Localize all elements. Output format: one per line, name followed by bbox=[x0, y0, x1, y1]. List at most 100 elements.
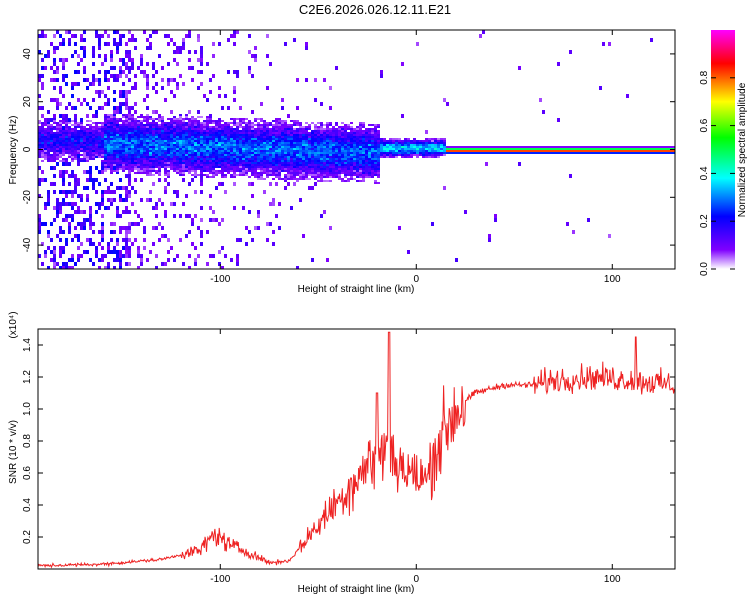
spectrogram-cell bbox=[359, 164, 362, 166]
spectrogram-cell bbox=[68, 42, 71, 46]
spectrogram-cell bbox=[155, 124, 158, 126]
spectrogram-cell bbox=[38, 146, 41, 148]
spectrogram-cell bbox=[80, 210, 83, 214]
spectrogram-cell bbox=[68, 132, 71, 134]
spectrogram-cell bbox=[224, 150, 227, 152]
spectrogram-cell bbox=[140, 156, 143, 158]
spectrogram-cell bbox=[245, 154, 248, 156]
spectrogram-cell bbox=[146, 62, 149, 66]
spectrogram-cell bbox=[116, 152, 119, 154]
spectrogram-cell bbox=[341, 154, 344, 156]
spectrogram-cell bbox=[290, 142, 293, 144]
spectrogram-cell bbox=[362, 140, 365, 142]
spectrogram-cell bbox=[173, 202, 176, 206]
spectrogram-cell bbox=[92, 144, 95, 146]
spectrogram-cell bbox=[164, 156, 167, 158]
spectrogram-cell bbox=[77, 194, 80, 198]
spectrogram-cell bbox=[611, 150, 614, 152]
spectrogram-cell bbox=[290, 120, 293, 122]
spectrogram-cell bbox=[344, 176, 347, 178]
spectrogram-cell bbox=[335, 176, 338, 178]
spectrogram-cell bbox=[245, 124, 248, 126]
spectrogram-cell bbox=[191, 124, 194, 126]
spectrogram-cell bbox=[167, 238, 170, 242]
spectrogram-cell bbox=[254, 124, 257, 126]
spectrogram-cell bbox=[287, 126, 290, 128]
spectrogram-cell bbox=[62, 114, 65, 118]
spectrogram-cell bbox=[347, 154, 350, 156]
spectrogram-cell bbox=[149, 148, 152, 150]
spectrogram-cell bbox=[251, 170, 254, 172]
spectrogram-cell bbox=[107, 156, 110, 158]
spectrogram-cell bbox=[254, 166, 257, 168]
spectrogram-cell bbox=[263, 130, 266, 132]
spectrogram-cell bbox=[179, 120, 182, 122]
spectrogram-cell bbox=[188, 154, 191, 156]
spectrogram-cell bbox=[65, 132, 68, 134]
spectrogram-cell bbox=[179, 174, 182, 176]
spectrogram-cell bbox=[395, 156, 398, 158]
spectrogram-cell bbox=[167, 78, 170, 82]
spectrogram-cell bbox=[62, 246, 65, 250]
spectrogram-cell bbox=[113, 134, 116, 136]
spectrogram-cell bbox=[128, 132, 131, 134]
spectrogram-cell bbox=[179, 140, 182, 142]
spectrogram-cell bbox=[170, 154, 173, 156]
spectrogram-cell bbox=[128, 146, 131, 148]
spectrogram-cell bbox=[395, 138, 398, 140]
spectrogram-cell bbox=[215, 134, 218, 136]
spectrogram-cell bbox=[305, 158, 308, 160]
spectrogram-cell bbox=[455, 150, 458, 152]
spectrogram-cell bbox=[212, 130, 215, 132]
spectrogram-cell bbox=[83, 142, 86, 144]
spectrogram-cell bbox=[260, 174, 263, 176]
spectrogram-cell bbox=[356, 156, 359, 158]
spectrogram-cell bbox=[233, 122, 236, 124]
spectrogram-cell bbox=[38, 136, 41, 138]
spectrogram-cell bbox=[524, 146, 527, 148]
spectrogram-cell bbox=[86, 250, 89, 254]
spectrogram-cell bbox=[155, 82, 158, 86]
spectrogram-cell bbox=[62, 202, 65, 206]
spectrogram-cell bbox=[488, 152, 491, 154]
spectrogram-cell bbox=[134, 38, 137, 42]
spectrogram-cell bbox=[179, 138, 182, 140]
spectrogram-cell bbox=[221, 166, 224, 168]
spectrogram-cell bbox=[230, 160, 233, 162]
spectrogram-cell bbox=[233, 130, 236, 132]
spectrogram-cell bbox=[434, 144, 437, 146]
spectrogram-cell bbox=[479, 152, 482, 154]
spectrogram-cell bbox=[140, 70, 143, 74]
spectrogram-cell bbox=[257, 148, 260, 150]
spectrogram-cell bbox=[305, 132, 308, 134]
spectrogram-cell bbox=[236, 258, 239, 262]
spectrogram-cell bbox=[275, 146, 278, 148]
spectrogram-cell bbox=[131, 128, 134, 130]
spectrogram-cell bbox=[131, 106, 134, 110]
spectrogram-cell bbox=[671, 152, 674, 154]
spectrogram-cell bbox=[326, 144, 329, 146]
spectrogram-cell bbox=[254, 140, 257, 142]
spectrogram-cell bbox=[374, 152, 377, 154]
spectrogram-cell bbox=[173, 146, 176, 148]
spectrogram-cell bbox=[50, 124, 53, 126]
spectrogram-cell bbox=[191, 174, 194, 176]
spectrogram-cell bbox=[293, 176, 296, 178]
spectrogram-cell bbox=[515, 146, 518, 148]
spectrogram-cell bbox=[152, 138, 155, 140]
spectrogram-cell bbox=[170, 160, 173, 162]
spectrogram-cell bbox=[275, 138, 278, 140]
spectrogram-cell bbox=[176, 160, 179, 162]
spectrogram-cell bbox=[203, 146, 206, 148]
spectrogram-cell bbox=[335, 142, 338, 144]
spectrogram-cell bbox=[311, 146, 314, 148]
spectrogram-cell bbox=[131, 116, 134, 118]
spectrogram-cell bbox=[320, 122, 323, 124]
spectrogram-cell bbox=[344, 128, 347, 130]
spectrogram-cell bbox=[113, 250, 116, 254]
spectrogram-cell bbox=[98, 148, 101, 150]
spectrogram-cell bbox=[488, 148, 491, 150]
spectrogram-cell bbox=[131, 170, 134, 172]
spectrogram-cell bbox=[575, 146, 578, 148]
spectrogram-cell bbox=[326, 172, 329, 174]
